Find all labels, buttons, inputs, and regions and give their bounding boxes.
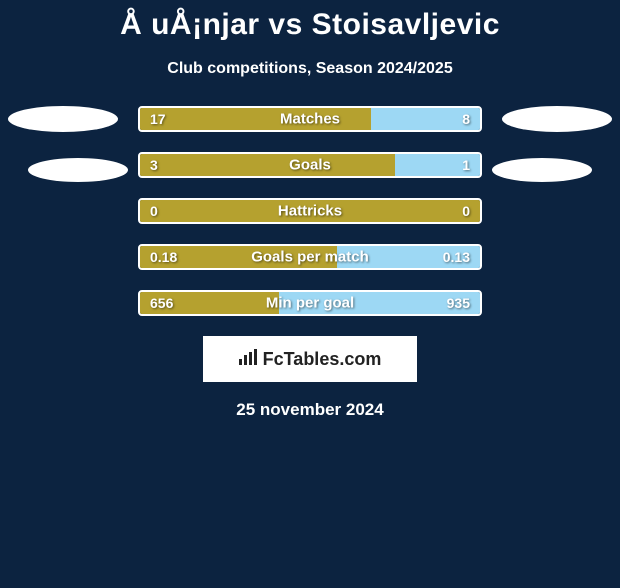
bar-label: Goals — [289, 157, 331, 174]
bar-label: Hattricks — [278, 203, 342, 220]
bar-value-left: 656 — [150, 295, 173, 311]
stats-area: 17 8 Matches 3 1 Goals 0 0 Hattricks 0.18 0.13 Goal… — [10, 106, 610, 316]
bar-fill-left — [140, 154, 395, 176]
bar-value-right: 0 — [462, 203, 470, 219]
stat-bar-row: 656 935 Min per goal — [138, 290, 482, 316]
bar-label: Min per goal — [266, 295, 354, 312]
bar-value-right: 8 — [462, 111, 470, 127]
bar-value-left: 0.18 — [150, 249, 177, 265]
bars-container: 17 8 Matches 3 1 Goals 0 0 Hattricks 0.18 0.13 Goal… — [10, 106, 610, 316]
bar-label: Matches — [280, 111, 340, 128]
bar-value-right: 935 — [447, 295, 470, 311]
bar-value-left: 0 — [150, 203, 158, 219]
stat-bar-row: 17 8 Matches — [138, 106, 482, 132]
bar-label: Goals per match — [251, 249, 369, 266]
stat-bar-row: 3 1 Goals — [138, 152, 482, 178]
stat-bar-row: 0.18 0.13 Goals per match — [138, 244, 482, 270]
stat-bar-row: 0 0 Hattricks — [138, 198, 482, 224]
logo-text: FcTables.com — [239, 349, 382, 370]
comparison-title: Å uÅ¡njar vs Stoisavljevic — [10, 8, 610, 42]
logo-label: FcTables.com — [263, 349, 382, 370]
player-left-avatar-placeholder-1 — [8, 106, 118, 132]
date-text: 25 november 2024 — [10, 400, 610, 420]
player-right-avatar-placeholder-1 — [502, 106, 612, 132]
chart-icon — [239, 349, 259, 370]
logo-box[interactable]: FcTables.com — [203, 336, 417, 382]
player-left-avatar-placeholder-2 — [28, 158, 128, 182]
bar-value-left: 17 — [150, 111, 166, 127]
bar-value-left: 3 — [150, 157, 158, 173]
comparison-subtitle: Club competitions, Season 2024/2025 — [10, 60, 610, 78]
player-right-avatar-placeholder-2 — [492, 158, 592, 182]
bar-value-right: 0.13 — [443, 249, 470, 265]
bar-value-right: 1 — [462, 157, 470, 173]
comparison-widget: Å uÅ¡njar vs Stoisavljevic Club competit… — [0, 8, 620, 420]
